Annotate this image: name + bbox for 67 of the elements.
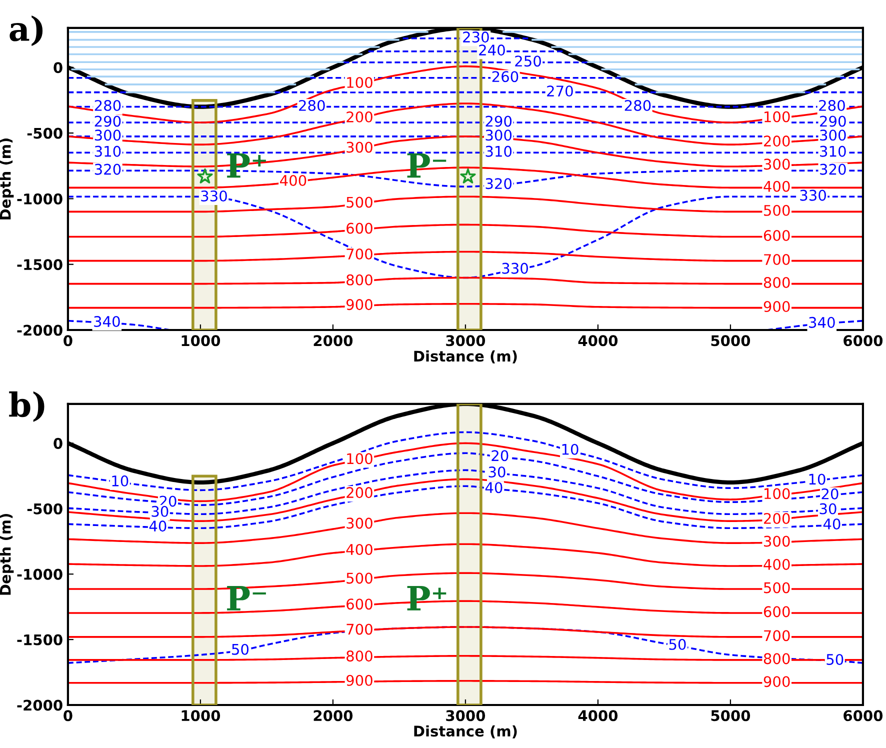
x-tick-label: 6000	[844, 335, 883, 346]
annotation: 300	[820, 130, 846, 141]
x-tick-label: 1000	[182, 710, 220, 722]
x-tick-label: 4000	[578, 335, 618, 346]
chart-title: b)	[9, 391, 44, 422]
annotation: 290	[94, 116, 121, 127]
annotation: 280	[624, 100, 651, 111]
annotation: 310	[486, 146, 512, 157]
annotation: 50	[232, 644, 249, 655]
x-tick-label: 0	[64, 710, 72, 722]
annotation: 280	[819, 100, 845, 111]
annotation: 10	[112, 475, 128, 486]
point	[197, 168, 213, 184]
annotation: 270	[547, 86, 573, 97]
annotation: 250	[515, 56, 541, 67]
x-tick-label: 3000	[446, 710, 486, 722]
point	[460, 168, 476, 184]
annotation: 310	[94, 146, 121, 157]
annotation: 20	[492, 450, 508, 462]
x-axis-title: Distance (m)	[414, 350, 517, 364]
annotation: 40	[823, 518, 840, 530]
y-tick-label: -2000	[17, 700, 62, 711]
x-tick-label: 2000	[314, 335, 353, 346]
annotation: 300	[94, 130, 121, 141]
y-axis-title: Depth (m)	[0, 514, 14, 595]
annotation: 310	[820, 146, 846, 157]
x-tick-label: 0	[64, 335, 72, 346]
annotation: 290	[820, 116, 846, 127]
y-tick-label: -500	[27, 128, 62, 139]
annotation: 40	[149, 520, 166, 532]
x-tick-label: 4000	[578, 710, 618, 722]
x-tick-label: 3000	[446, 335, 486, 346]
annotation: 50	[826, 654, 844, 665]
annotation: P⁻	[227, 586, 266, 610]
y-tick-label: -1000	[17, 568, 62, 580]
y-tick-label: -1500	[17, 259, 62, 270]
annotation: 40	[485, 482, 502, 494]
annotation: 10	[809, 474, 826, 485]
annotation: 300	[486, 130, 512, 141]
annotation: 30	[152, 506, 168, 517]
y-tick-label: -1500	[17, 634, 62, 646]
annotation: 320	[820, 164, 846, 175]
x-tick-label: 2000	[314, 710, 353, 722]
chart-title: a)	[10, 15, 43, 46]
annotation: 30	[488, 466, 506, 478]
y-axis-title: Depth (m)	[0, 138, 14, 220]
annotation: 230	[463, 32, 489, 43]
annotation: 240	[479, 44, 505, 56]
y-tick-label: -2000	[17, 324, 62, 336]
annotation: 280	[94, 100, 121, 111]
y-tick-label: 0	[54, 62, 62, 74]
y-tick-label: -500	[27, 503, 62, 514]
y-tick-label: -1000	[17, 193, 62, 204]
annotation: 10	[562, 444, 578, 455]
x-tick-label: 6000	[844, 710, 883, 722]
x-tick-label: 5000	[711, 710, 750, 722]
annotation: 280	[299, 100, 325, 111]
annotation: 50	[669, 638, 686, 650]
annotation: 320	[94, 164, 121, 175]
annotation: 290	[486, 116, 512, 127]
annotation: 260	[492, 71, 518, 82]
annotation: 30	[820, 503, 836, 514]
x-tick-label: 1000	[182, 335, 220, 346]
x-tick-label: 5000	[711, 335, 750, 346]
annotation: 20	[822, 488, 838, 500]
x-axis-title: Distance (m)	[414, 725, 517, 738]
y-tick-label: 0	[54, 438, 62, 449]
